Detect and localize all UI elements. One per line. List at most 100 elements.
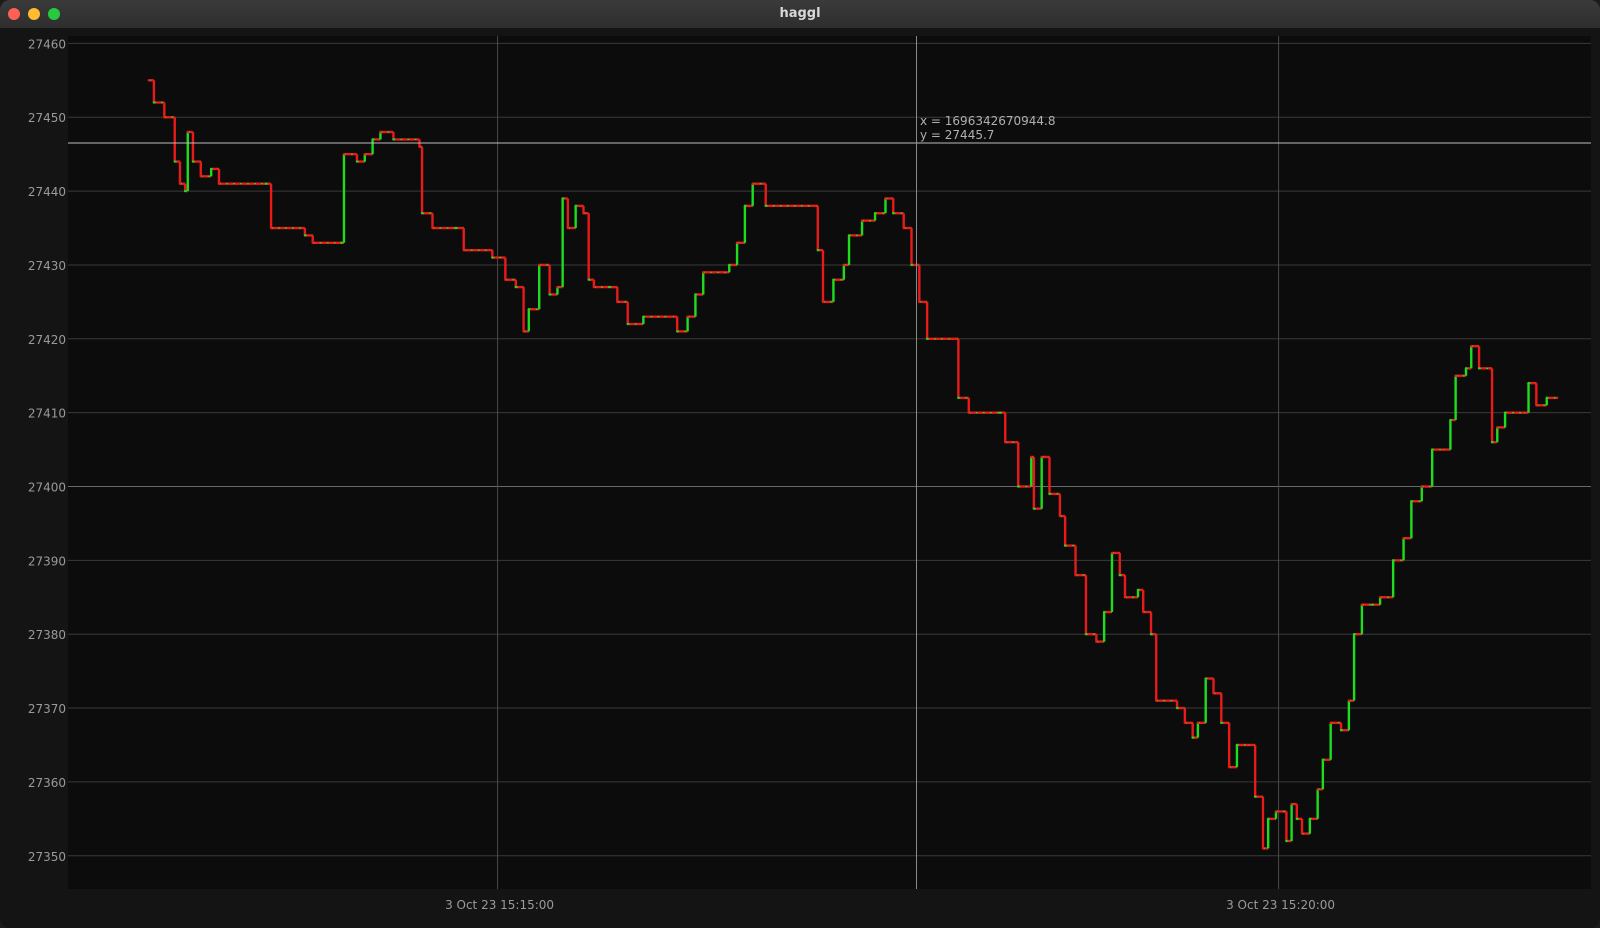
data-point <box>1347 699 1351 702</box>
data-point <box>574 204 577 208</box>
price-chart[interactable]: 27350 27360 27370 27380 27390 27400 27410 27420… <box>0 28 1600 928</box>
data-point <box>556 285 559 289</box>
y-tick-label: 27450 <box>28 111 66 125</box>
data-point <box>1040 455 1043 459</box>
data-point <box>1149 633 1153 636</box>
data-point <box>355 160 359 163</box>
close-window-button[interactable] <box>8 8 20 20</box>
data-point <box>1545 396 1548 400</box>
data-point <box>1470 344 1473 348</box>
data-point <box>209 167 213 171</box>
data-point <box>418 145 421 148</box>
data-point <box>670 315 674 318</box>
data-point <box>587 278 590 281</box>
minimize-window-button[interactable] <box>28 8 40 20</box>
cursor-y-readout: y = 27445.7 <box>920 128 994 142</box>
data-point <box>548 293 551 296</box>
zoom-window-button[interactable] <box>48 8 60 20</box>
data-point <box>199 175 202 178</box>
data-point <box>152 101 156 104</box>
data-point <box>832 278 835 281</box>
data-point <box>1261 847 1265 850</box>
title-bar: haggl <box>0 0 1600 29</box>
data-point <box>1274 810 1278 813</box>
y-tick-label: 27400 <box>28 481 66 495</box>
window-title: haggl <box>779 6 821 21</box>
data-point <box>1378 596 1382 599</box>
data-point <box>178 182 182 185</box>
data-point <box>816 248 819 252</box>
data-point <box>743 204 747 208</box>
data-point <box>1454 374 1457 377</box>
data-point <box>1196 721 1200 725</box>
data-point <box>514 285 517 289</box>
data-point <box>925 337 929 340</box>
data-point <box>1063 544 1067 547</box>
data-point <box>454 226 458 230</box>
data-point <box>821 300 825 304</box>
data-point <box>1136 588 1140 592</box>
data-point <box>1266 817 1270 821</box>
y-tick-label: 27370 <box>28 702 66 716</box>
data-point <box>183 189 187 193</box>
plot-area[interactable]: 27350 27360 27370 27380 27390 27400 27410 27420… <box>0 28 1600 928</box>
y-tick-label: 27460 <box>28 37 66 51</box>
data-point <box>686 315 689 318</box>
plot-background[interactable] <box>68 36 1591 889</box>
data-point <box>998 411 1002 414</box>
data-point <box>1300 832 1304 835</box>
data-point <box>676 330 679 333</box>
data-point <box>504 278 507 281</box>
data-point <box>1235 743 1239 747</box>
data-point <box>1058 514 1062 518</box>
data-point <box>363 152 366 156</box>
data-point <box>967 411 970 414</box>
data-point <box>910 263 913 267</box>
data-point <box>1032 507 1036 510</box>
data-point <box>1204 677 1207 680</box>
data-point <box>1496 426 1499 429</box>
data-point <box>1191 736 1194 739</box>
data-point <box>842 263 846 267</box>
data-point <box>764 204 767 208</box>
data-point <box>1048 492 1051 496</box>
data-point <box>561 197 564 200</box>
data-point <box>1017 485 1020 488</box>
data-point <box>147 79 150 82</box>
data-point <box>1295 817 1299 821</box>
data-point <box>431 226 434 230</box>
data-point <box>1084 633 1088 636</box>
data-point <box>892 212 895 215</box>
data-point <box>269 226 273 230</box>
data-point <box>1321 758 1325 761</box>
data-point <box>1004 440 1007 444</box>
data-point <box>538 263 541 267</box>
data-point <box>1555 396 1559 400</box>
y-tick-label: 27440 <box>28 185 66 199</box>
data-point <box>626 322 629 326</box>
data-point <box>1110 551 1114 555</box>
data-point <box>751 182 754 185</box>
data-point <box>639 322 642 326</box>
data-point <box>1227 765 1231 769</box>
y-tick-label: 27360 <box>28 776 66 790</box>
data-point <box>902 226 905 230</box>
data-point <box>1522 411 1525 414</box>
data-point <box>1118 573 1121 577</box>
data-point <box>371 138 374 141</box>
data-point <box>1449 418 1452 422</box>
data-point <box>860 219 864 222</box>
data-point <box>813 204 817 208</box>
y-tick-label: 27410 <box>28 407 66 421</box>
data-point <box>1352 633 1356 636</box>
data-point <box>1212 692 1215 695</box>
data-point <box>340 241 343 244</box>
data-point <box>1329 721 1332 725</box>
data-point <box>918 300 921 304</box>
cursor-x-readout: x = 1696342670944.8 <box>920 114 1056 128</box>
data-point <box>173 160 176 163</box>
y-tick-label: 27350 <box>28 850 66 864</box>
data-point <box>1175 706 1179 710</box>
data-point <box>566 226 570 230</box>
